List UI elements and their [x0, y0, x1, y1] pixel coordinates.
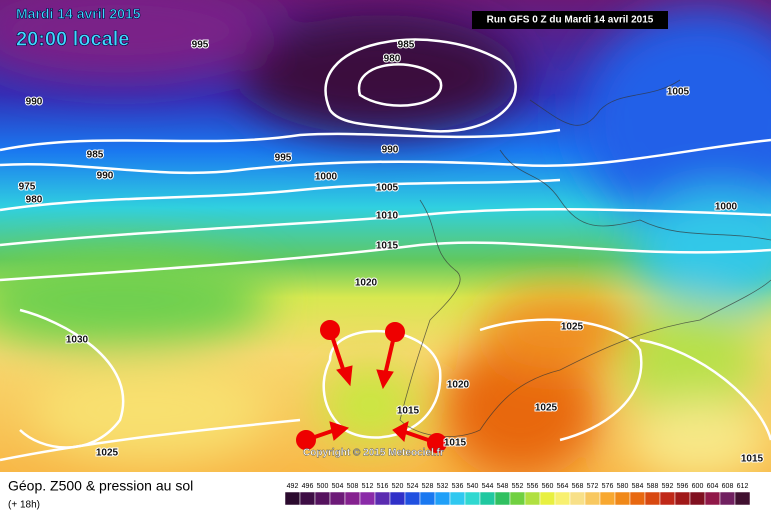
scale-swatch	[554, 491, 571, 506]
scale-label: 496	[302, 483, 314, 490]
scale-swatch	[449, 491, 466, 506]
time-label: 20:00 locale	[16, 28, 129, 50]
isobar-label: 995	[275, 153, 292, 164]
scale-label: 524	[407, 483, 419, 490]
scale-label: 596	[677, 483, 689, 490]
scale-swatch	[734, 491, 751, 506]
scale-label: 548	[497, 483, 509, 490]
scale-swatch	[599, 491, 616, 506]
scale-swatch	[479, 491, 496, 506]
run-box	[472, 11, 668, 29]
isobar-label: 1020	[447, 380, 470, 391]
scale-label: 568	[572, 483, 584, 490]
scale-label: 540	[467, 483, 479, 490]
scale-swatch	[464, 491, 481, 506]
scale-swatch	[434, 491, 451, 506]
scale-swatch	[689, 491, 706, 506]
scale-label: 572	[587, 483, 599, 490]
scale-swatch	[494, 491, 511, 506]
isobar-label: 975	[19, 182, 36, 193]
scale-label: 532	[437, 483, 449, 490]
scale-label: 500	[317, 483, 329, 490]
isobar-label: 990	[382, 145, 399, 156]
scale-swatch	[614, 491, 631, 506]
isobar-label: 980	[26, 195, 43, 206]
scale-swatch	[284, 491, 301, 506]
scale-swatch	[539, 491, 556, 506]
isobar-label: 1015	[741, 454, 764, 465]
scale-swatch	[674, 491, 691, 506]
isobar-label: 1025	[561, 322, 584, 333]
isobar-label: 1005	[376, 183, 399, 194]
isobar-label: 1025	[535, 403, 558, 414]
scale-label: 552	[512, 483, 524, 490]
scale-swatch	[524, 491, 541, 506]
isobar-label: 1015	[376, 241, 399, 252]
scale-swatch	[644, 491, 661, 506]
isobar-label: 1025	[96, 448, 119, 459]
scale-label: 508	[347, 483, 359, 490]
isobar-label: 1015	[397, 406, 420, 417]
scale-label: 556	[527, 483, 539, 490]
scale-swatch	[509, 491, 526, 506]
scale-swatch	[704, 491, 721, 506]
scale-label: 600	[692, 483, 704, 490]
scale-label: 604	[707, 483, 719, 490]
scale-swatch	[419, 491, 436, 506]
scale-label: 544	[482, 483, 494, 490]
scale-label: 564	[557, 483, 569, 490]
isobar-label: 1005	[667, 87, 690, 98]
scale-label: 504	[332, 483, 344, 490]
isobar-label: 990	[97, 171, 114, 182]
date-label: Mardi 14 avril 2015	[16, 6, 141, 22]
scale-swatch	[314, 491, 331, 506]
isobar-label: 1015	[444, 438, 467, 449]
scale-swatch	[719, 491, 736, 506]
isobar-label: 1020	[355, 278, 378, 289]
scale-swatch	[389, 491, 406, 506]
isobar-label: 985	[398, 40, 415, 51]
scale-swatch	[329, 491, 346, 506]
isobar-lines	[0, 38, 771, 462]
scale-swatch	[299, 491, 316, 506]
scale-label: 560	[542, 483, 554, 490]
scale-label: 584	[632, 483, 644, 490]
scale-label: 512	[362, 483, 374, 490]
run-label: Run GFS 0 Z du Mardi 14 avril 2015	[487, 15, 654, 26]
scale-label: 492	[287, 483, 299, 490]
isobar-label: 985	[87, 150, 104, 161]
scale-label: 536	[452, 483, 464, 490]
coastlines	[399, 79, 771, 437]
scale-swatch	[629, 491, 646, 506]
copyright: Copyright © 2015 Meteociel.fr	[303, 448, 444, 459]
scale-swatch	[374, 491, 391, 506]
scale-label: 528	[422, 483, 434, 490]
scale-swatch	[569, 491, 586, 506]
isobar-label: 995	[192, 40, 209, 51]
scale-label: 588	[647, 483, 659, 490]
isobar-label: 1030	[66, 335, 89, 346]
scale-label: 580	[617, 483, 629, 490]
scale-label: 612	[737, 483, 749, 490]
isobar-label: 1010	[376, 211, 399, 222]
scale-label: 516	[377, 483, 389, 490]
scale-label: 576	[602, 483, 614, 490]
isobar-label: 1000	[315, 172, 338, 183]
scale-swatch	[404, 491, 421, 506]
legend-lead: (+ 18h)	[8, 500, 40, 511]
scale-swatch	[359, 491, 376, 506]
scale-label: 592	[662, 483, 674, 490]
scale-swatch	[344, 491, 361, 506]
scale-label: 608	[722, 483, 734, 490]
scale-label: 520	[392, 483, 404, 490]
legend-title: Géop. Z500 & pression au sol	[8, 478, 193, 494]
isobar-label: 990	[26, 97, 43, 108]
pressure-arrows	[296, 320, 447, 453]
scale-swatch	[584, 491, 601, 506]
isobar-label: 1000	[715, 202, 738, 213]
isobar-label: 980	[384, 54, 401, 65]
scale-swatch	[659, 491, 676, 506]
